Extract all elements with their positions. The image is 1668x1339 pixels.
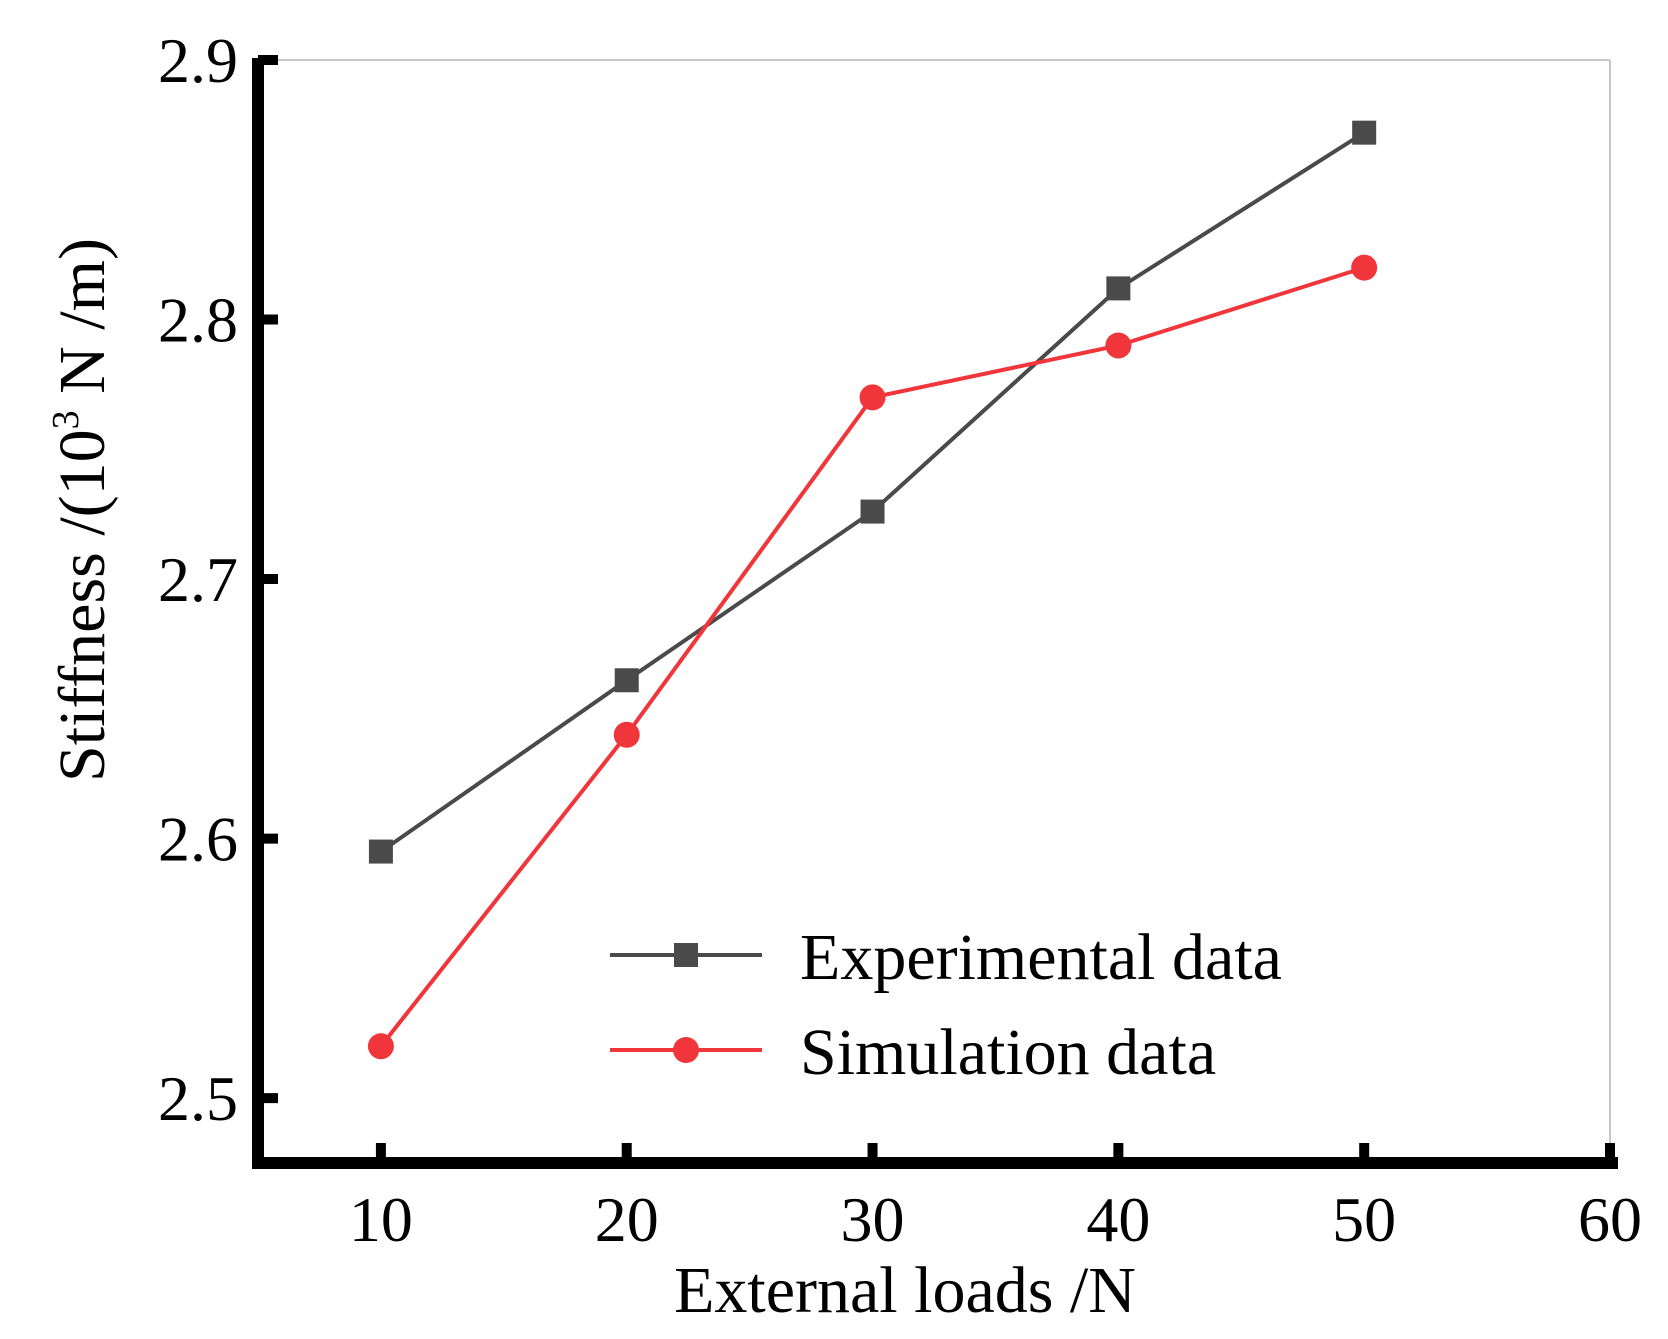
legend-marker-square [674, 943, 698, 967]
series-line [379, 131, 1366, 854]
y-axis-label-superscript: 3 [45, 410, 87, 429]
y-tick-label: 2.5 [158, 1063, 238, 1134]
data-point-circle [613, 721, 640, 748]
x-axis-label: External loads /N [674, 1254, 1136, 1327]
y-tick-label: 2.7 [158, 544, 238, 615]
data-point-square [1352, 120, 1377, 145]
y-axis-label-tail: N /m) [46, 238, 119, 410]
y-axis-label-main: Stiffness /(10 [46, 429, 119, 782]
y-tick-label: 2.9 [158, 25, 238, 96]
legend-marker-circle [673, 1037, 699, 1063]
x-tick-label: 50 [1332, 1184, 1396, 1255]
y-tick-label: 2.6 [158, 804, 238, 875]
series-simulation [367, 254, 1378, 1060]
data-point-square [368, 839, 393, 864]
legend: Experimental data Simulation data [610, 921, 1282, 1089]
x-tick-label: 30 [841, 1184, 905, 1255]
y-axis-label: Stiffness /(103 N /m) [45, 238, 119, 782]
legend-item-simulation: Simulation data [610, 1016, 1216, 1089]
data-point-square [614, 668, 639, 693]
data-point-square [860, 499, 885, 524]
data-point-square [1106, 276, 1131, 301]
series-experimental [368, 120, 1377, 864]
y-tick-label: 2.8 [158, 285, 238, 356]
x-tick-label: 40 [1086, 1184, 1150, 1255]
data-point-circle [367, 1033, 394, 1060]
data-point-circle [1351, 254, 1378, 281]
legend-label: Experimental data [800, 921, 1282, 994]
x-tick-label: 60 [1578, 1184, 1642, 1255]
data-point-circle [859, 384, 886, 411]
legend-item-experimental: Experimental data [610, 921, 1282, 994]
data-point-circle [1105, 332, 1132, 359]
x-tick-label: 10 [349, 1184, 413, 1255]
legend-label: Simulation data [800, 1016, 1216, 1089]
x-tick-label: 20 [595, 1184, 659, 1255]
